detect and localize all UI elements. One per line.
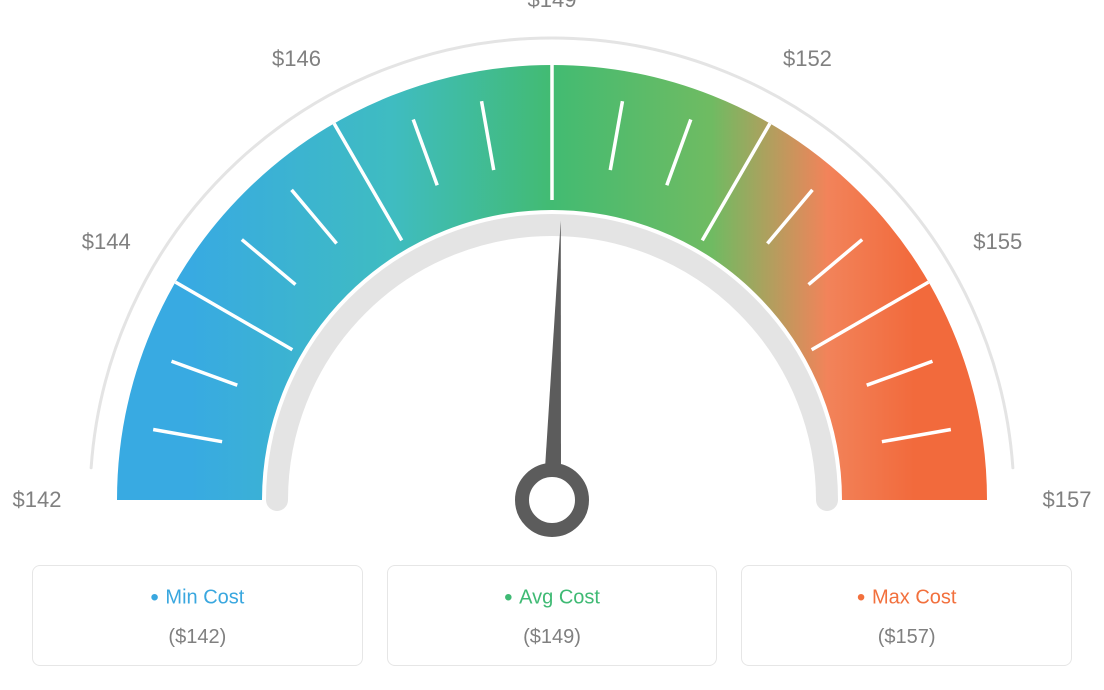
gauge-tick-label: $142 [13, 487, 62, 513]
legend-card-avg: Avg Cost ($149) [387, 565, 718, 666]
gauge-svg [0, 0, 1104, 560]
legend-min-value: ($142) [45, 626, 350, 649]
legend-card-min: Min Cost ($142) [32, 565, 363, 666]
gauge-tick-label: $152 [783, 46, 832, 72]
gauge-area: $142 $144 $146 $149 $152 $155 $157 [0, 0, 1104, 560]
legend-max-value: ($157) [754, 626, 1059, 649]
legend-row: Min Cost ($142) Avg Cost ($149) Max Cost… [32, 565, 1072, 666]
gauge-tick-label: $144 [82, 229, 131, 255]
gauge-tick-label: $146 [272, 46, 321, 72]
gauge-tick-label: $155 [973, 229, 1022, 255]
gauge-chart-container: $142 $144 $146 $149 $152 $155 $157 Min Cost ($… [0, 0, 1104, 690]
legend-avg-label: Avg Cost [400, 584, 705, 612]
legend-min-label: Min Cost [45, 584, 350, 612]
gauge-tick-label: $149 [528, 0, 577, 13]
gauge-tick-label: $157 [1043, 487, 1092, 513]
legend-max-label: Max Cost [754, 584, 1059, 612]
legend-card-max: Max Cost ($157) [741, 565, 1072, 666]
legend-avg-value: ($149) [400, 626, 705, 649]
